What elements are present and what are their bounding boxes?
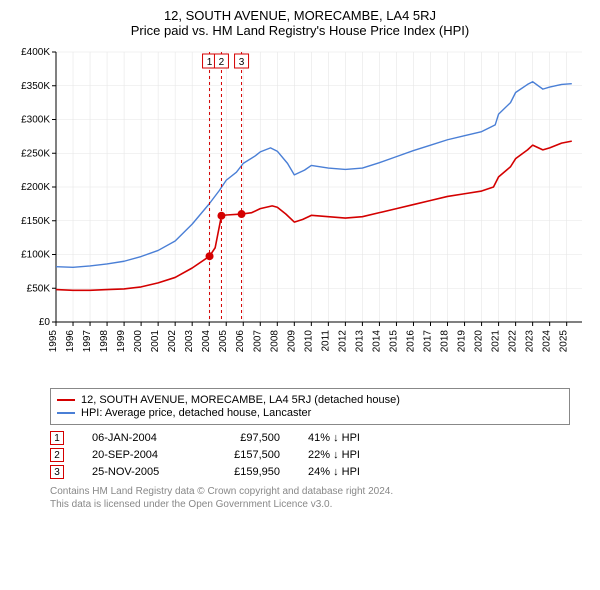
svg-text:2015: 2015: [388, 330, 399, 353]
svg-text:2025: 2025: [559, 330, 570, 353]
svg-text:2004: 2004: [201, 330, 212, 353]
svg-text:1: 1: [207, 57, 213, 68]
svg-text:2010: 2010: [303, 330, 314, 353]
table-row: 3 25-NOV-2005 £159,950 24% ↓ HPI: [50, 465, 570, 479]
svg-text:£250K: £250K: [21, 148, 50, 159]
svg-text:2001: 2001: [150, 330, 161, 353]
svg-text:£350K: £350K: [21, 81, 50, 92]
legend: 12, SOUTH AVENUE, MORECAMBE, LA4 5RJ (de…: [50, 388, 570, 425]
svg-text:2020: 2020: [474, 330, 485, 353]
sale-badge: 2: [50, 448, 64, 462]
sale-date: 20-SEP-2004: [92, 449, 182, 461]
legend-row-blue: HPI: Average price, detached house, Lanc…: [57, 407, 563, 419]
svg-text:2021: 2021: [491, 330, 502, 353]
svg-text:2: 2: [219, 57, 225, 68]
sale-price: £97,500: [210, 432, 280, 444]
footer-line1: Contains HM Land Registry data © Crown c…: [50, 485, 570, 498]
legend-row-red: 12, SOUTH AVENUE, MORECAMBE, LA4 5RJ (de…: [57, 394, 563, 406]
svg-text:2016: 2016: [405, 330, 416, 353]
svg-text:3: 3: [239, 57, 245, 68]
svg-text:2008: 2008: [269, 330, 280, 353]
sale-delta: 24% ↓ HPI: [308, 466, 388, 478]
sale-date: 25-NOV-2005: [92, 466, 182, 478]
footer-line2: This data is licensed under the Open Gov…: [50, 498, 570, 511]
sale-badge: 3: [50, 465, 64, 479]
svg-text:2014: 2014: [371, 330, 382, 353]
svg-text:£300K: £300K: [21, 115, 50, 126]
svg-text:2017: 2017: [422, 330, 433, 353]
sale-delta: 22% ↓ HPI: [308, 449, 388, 461]
svg-text:£0: £0: [39, 317, 51, 328]
svg-text:2013: 2013: [354, 330, 365, 353]
svg-text:1996: 1996: [65, 330, 76, 353]
svg-text:2002: 2002: [167, 330, 178, 353]
chart-svg: £0 £50K £100K £150K £200K £250K £300K £350K £400…: [10, 42, 590, 382]
svg-text:£50K: £50K: [27, 283, 51, 294]
legend-swatch-red: [57, 399, 75, 401]
page-subtitle: Price paid vs. HM Land Registry's House …: [10, 23, 590, 38]
page-title: 12, SOUTH AVENUE, MORECAMBE, LA4 5RJ: [10, 8, 590, 23]
svg-text:1995: 1995: [48, 330, 59, 353]
legend-label-blue: HPI: Average price, detached house, Lanc…: [81, 407, 311, 419]
sale-date: 06-JAN-2004: [92, 432, 182, 444]
svg-text:£200K: £200K: [21, 182, 50, 193]
svg-text:2011: 2011: [320, 330, 331, 352]
svg-text:£100K: £100K: [21, 250, 50, 261]
svg-text:1999: 1999: [116, 330, 127, 353]
svg-text:2009: 2009: [286, 330, 297, 353]
svg-text:£150K: £150K: [21, 216, 50, 227]
svg-text:2023: 2023: [525, 330, 536, 353]
legend-swatch-blue: [57, 412, 75, 414]
svg-text:2007: 2007: [252, 330, 263, 353]
svg-text:2006: 2006: [235, 330, 246, 353]
price-chart: £0 £50K £100K £150K £200K £250K £300K £350K £400…: [10, 42, 590, 382]
svg-text:£400K: £400K: [21, 47, 50, 58]
table-row: 1 06-JAN-2004 £97,500 41% ↓ HPI: [50, 431, 570, 445]
svg-text:2019: 2019: [457, 330, 468, 353]
legend-label-red: 12, SOUTH AVENUE, MORECAMBE, LA4 5RJ (de…: [81, 394, 400, 406]
svg-text:1998: 1998: [99, 330, 110, 353]
svg-text:2005: 2005: [218, 330, 229, 353]
svg-text:2000: 2000: [133, 330, 144, 353]
svg-text:2022: 2022: [508, 330, 519, 353]
svg-text:2024: 2024: [542, 330, 553, 353]
sale-badge: 1: [50, 431, 64, 445]
svg-text:1997: 1997: [82, 330, 93, 353]
svg-text:2012: 2012: [337, 330, 348, 353]
svg-text:2018: 2018: [440, 330, 451, 353]
table-row: 2 20-SEP-2004 £157,500 22% ↓ HPI: [50, 448, 570, 462]
svg-text:2003: 2003: [184, 330, 195, 353]
sales-table: 1 06-JAN-2004 £97,500 41% ↓ HPI 2 20-SEP…: [50, 431, 570, 479]
sale-price: £157,500: [210, 449, 280, 461]
sale-delta: 41% ↓ HPI: [308, 432, 388, 444]
sale-price: £159,950: [210, 466, 280, 478]
footer: Contains HM Land Registry data © Crown c…: [50, 485, 570, 511]
